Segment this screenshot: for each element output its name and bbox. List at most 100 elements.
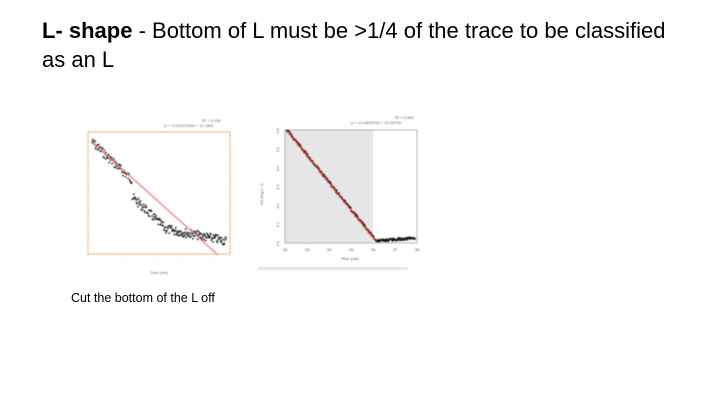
x-tick-label: · — [92, 259, 93, 263]
scatter-point — [143, 211, 146, 214]
scatter-point — [134, 196, 137, 199]
scatter-point — [173, 233, 176, 236]
plot-right-r2: R² = 0.993 — [395, 115, 415, 120]
scatter-point — [210, 239, 213, 242]
scatter-point — [99, 146, 102, 149]
scatter-point — [183, 233, 185, 235]
plot-left-points — [91, 138, 227, 246]
plot-right-frame — [284, 129, 418, 244]
scatter-point — [194, 231, 197, 234]
scatter-point — [202, 238, 205, 241]
plot-right-ylabel: O2 (mg L⁻¹) — [259, 183, 264, 205]
scatter-point — [222, 238, 225, 241]
plot-right-shaded-region — [285, 130, 373, 243]
scatter-point — [147, 212, 149, 215]
scatter-point — [129, 180, 132, 183]
scatter-point — [216, 241, 219, 244]
scatter-point — [137, 205, 139, 208]
scatter-point — [136, 199, 139, 201]
x-tick-label: 55 — [349, 247, 354, 252]
plot-left-fit-line — [91, 141, 219, 256]
scatter-point — [177, 232, 180, 234]
scatter-point — [92, 140, 95, 143]
scatter-point — [195, 232, 198, 235]
scatter-point — [124, 176, 127, 178]
plot-left-frame — [87, 131, 231, 255]
scatter-point — [182, 236, 185, 238]
scatter-point — [103, 149, 106, 152]
scatter-point — [387, 240, 390, 242]
scatter-point — [151, 215, 153, 217]
scatter-point — [217, 238, 220, 241]
slide-title: L- shape - Bottom of L must be >1/4 of t… — [42, 16, 682, 74]
scatter-point — [208, 236, 211, 239]
slide-caption: Cut the bottom of the L off — [71, 291, 215, 305]
scatter-point — [214, 236, 217, 239]
plot-right-x-tick-labels: 52 53 54 55 56 57 58 — [283, 247, 420, 252]
plot-left-r2: R² = 0.930 — [202, 118, 222, 123]
scatter-point — [139, 200, 142, 203]
plot-right-y-tick-labels: 6.0 6.1 6.2 6.3 6.4 6.5 6.6 — [276, 128, 280, 246]
scatter-point — [209, 235, 211, 238]
scatter-point — [212, 234, 215, 236]
scatter-point — [144, 204, 147, 207]
scatter-point — [192, 237, 194, 240]
x-tick-label: 53 — [305, 247, 310, 252]
scatter-point — [141, 208, 144, 211]
scatter-point — [184, 231, 186, 234]
scatter-point — [400, 237, 402, 240]
scatter-point — [104, 158, 107, 160]
plot-left-equation: y = -0.02107549x + 11.1800 — [164, 123, 215, 128]
title-bold-term: L- shape — [42, 18, 133, 43]
x-tick-label: 57 — [393, 247, 398, 252]
plot-right-equation: y = -0.1481572x + 14.26733 — [351, 120, 402, 125]
plot-right-xlabel: Time (min) — [341, 257, 360, 261]
scatter-point — [103, 156, 105, 159]
scatter-point — [205, 236, 208, 239]
scatter-point — [196, 238, 199, 241]
scatter-point — [211, 237, 214, 240]
y-tick-label: 6.1 — [276, 222, 280, 227]
scatter-point — [160, 220, 163, 223]
scatter-point — [130, 182, 133, 184]
scatter-point — [180, 231, 182, 233]
y-tick-label: 6.0 — [276, 241, 280, 246]
scatter-point — [143, 210, 146, 212]
scatter-point — [176, 230, 179, 233]
scatter-point — [102, 147, 104, 150]
scatter-point — [184, 228, 187, 230]
scatter-point — [165, 232, 167, 234]
x-tick-label: · — [212, 259, 213, 263]
x-tick-label: 52 — [283, 247, 288, 252]
scatter-point — [213, 235, 216, 238]
scatter-point — [152, 219, 154, 221]
scatter-point — [172, 228, 175, 231]
scatter-point — [414, 237, 416, 240]
scatter-point — [166, 229, 168, 232]
scatter-point — [135, 198, 137, 201]
scatter-point — [153, 213, 156, 216]
scatter-point — [168, 232, 170, 234]
scatter-point — [183, 234, 186, 237]
scatter-point — [219, 241, 222, 243]
scatter-point — [150, 210, 153, 212]
scatter-point — [218, 236, 221, 239]
x-tick-label: 58 — [415, 247, 420, 252]
scatter-point — [170, 227, 173, 230]
scatter-point — [204, 239, 207, 242]
scatter-point — [188, 232, 191, 235]
scatter-point — [179, 234, 181, 237]
scatter-point — [145, 206, 148, 209]
scatter-point — [223, 242, 226, 245]
scatter-point — [157, 223, 160, 226]
y-tick-label: 6.4 — [276, 166, 280, 171]
scatter-point — [142, 203, 145, 206]
scatter-point — [187, 235, 190, 237]
scatter-point — [158, 217, 161, 220]
scatter-point — [111, 162, 114, 165]
plot-right-trimmed-trace: y = -0.1481572x + 14.26733 R² = 0.993 52… — [258, 115, 420, 270]
scatter-point — [212, 241, 215, 243]
scatter-point — [196, 230, 198, 232]
scatter-point — [201, 236, 204, 239]
